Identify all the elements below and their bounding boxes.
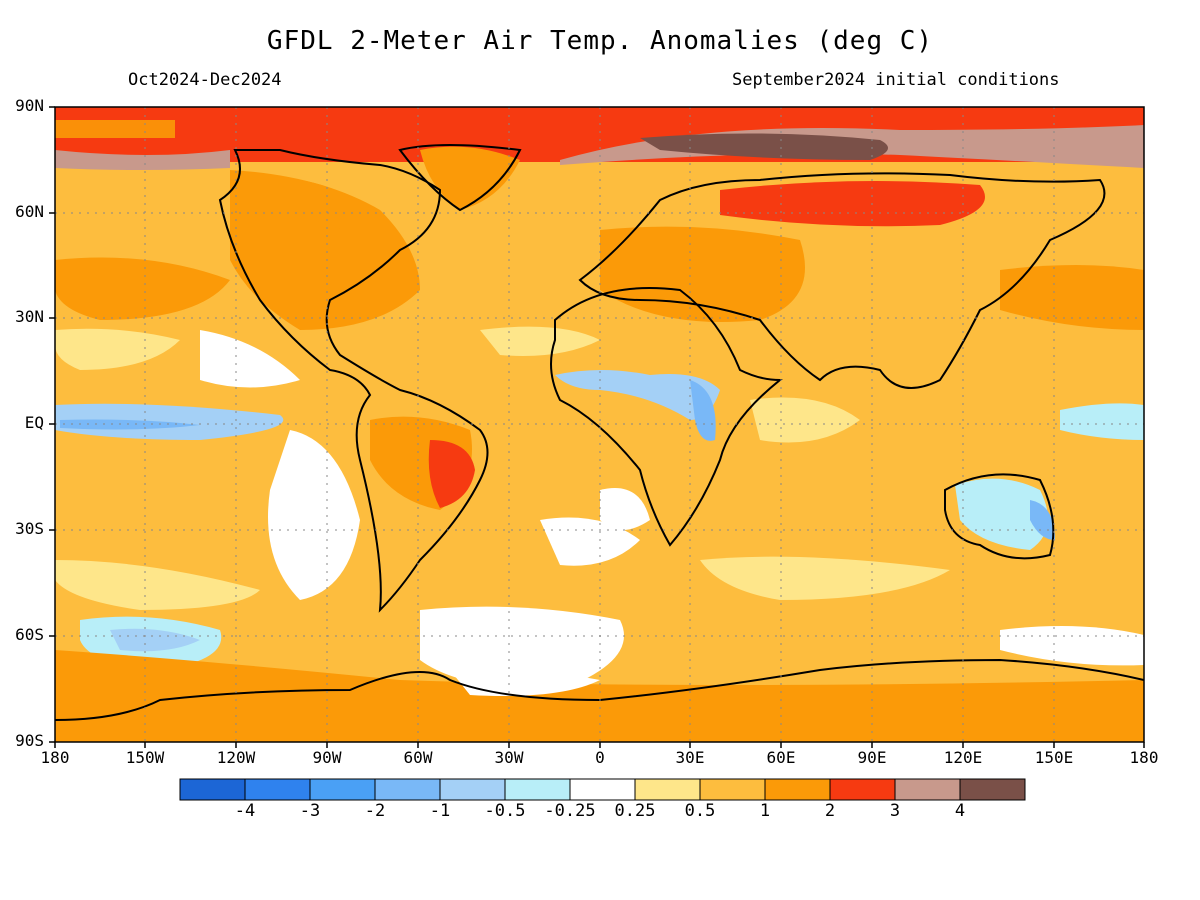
sahel-cool-area bbox=[555, 370, 720, 420]
lon-label: 150E bbox=[1034, 748, 1074, 767]
graticule bbox=[55, 107, 1144, 742]
colorbar-label: -1 bbox=[429, 801, 451, 821]
map-title: GFDL 2-Meter Air Temp. Anomalies (deg C) bbox=[266, 26, 934, 56]
lat-label: 30N bbox=[15, 307, 44, 326]
lon-label: 180 bbox=[1129, 748, 1159, 767]
colorbar-swatch bbox=[829, 778, 896, 801]
colorbar-swatch bbox=[374, 778, 441, 801]
east-pacific-neutral-area bbox=[268, 430, 360, 600]
colorbar-label: -3 bbox=[299, 801, 321, 821]
siberia-warm-area bbox=[720, 181, 985, 227]
colorbar-swatch bbox=[634, 778, 701, 801]
lon-label: 120W bbox=[216, 748, 256, 767]
colorbar bbox=[179, 778, 1026, 801]
colorbar-swatch bbox=[959, 778, 1026, 801]
colorbar-label: -0.25 bbox=[544, 801, 596, 821]
australia-cool-area bbox=[955, 478, 1048, 550]
colorbar-label: -4 bbox=[234, 801, 256, 821]
eurasia-warm-area bbox=[600, 226, 805, 322]
lat-label: 30S bbox=[15, 519, 44, 538]
lon-label: 60E bbox=[766, 748, 796, 767]
arctic-extreme-warm-area bbox=[640, 133, 888, 160]
lon-label: 180 bbox=[40, 748, 70, 767]
axis-ticks bbox=[49, 106, 1145, 748]
lon-label: 90E bbox=[857, 748, 887, 767]
colorbar-swatch bbox=[699, 778, 766, 801]
colorbar-label: 1 bbox=[759, 801, 771, 821]
colorbar-label: 0.25 bbox=[614, 801, 656, 821]
colorbar-swatch bbox=[309, 778, 376, 801]
colorbar-label: 4 bbox=[954, 801, 966, 821]
forecast-period: Oct2024-Dec2024 bbox=[128, 70, 282, 90]
arctic-strong-warm-west bbox=[55, 150, 230, 170]
lon-label: 30E bbox=[675, 748, 705, 767]
lon-label: 90W bbox=[312, 748, 342, 767]
initial-conditions: September2024 initial conditions bbox=[732, 70, 1060, 90]
lon-label: 30W bbox=[494, 748, 524, 767]
colorbar-swatch bbox=[504, 778, 571, 801]
colorbar-swatch bbox=[894, 778, 961, 801]
colorbar-swatch bbox=[244, 778, 311, 801]
colorbar-swatch bbox=[764, 778, 831, 801]
antarctic-warm-area bbox=[55, 650, 1144, 742]
colorbar-swatch bbox=[179, 778, 246, 801]
lat-label: 60S bbox=[15, 625, 44, 644]
lat-label: 90N bbox=[15, 96, 44, 115]
lat-label: 60N bbox=[15, 202, 44, 221]
lon-label: 60W bbox=[403, 748, 433, 767]
colorbar-label: 3 bbox=[889, 801, 901, 821]
colorbar-label: 2 bbox=[824, 801, 836, 821]
colorbar-label: 0.5 bbox=[684, 801, 716, 821]
colorbar-label: -0.5 bbox=[484, 801, 526, 821]
lat-label: EQ bbox=[24, 413, 44, 432]
north-america-warm-area bbox=[230, 170, 420, 330]
colorbar-swatch bbox=[439, 778, 506, 801]
brazil-hot-spot bbox=[428, 440, 475, 508]
equatorial-pacific-cool-area bbox=[55, 403, 284, 440]
lon-label: 0 bbox=[595, 748, 605, 767]
lon-label: 120E bbox=[943, 748, 983, 767]
coastlines bbox=[55, 144, 1144, 721]
lat-label: 90S bbox=[15, 731, 44, 750]
colorbar-swatch bbox=[569, 778, 636, 801]
lon-label: 150W bbox=[125, 748, 165, 767]
colorbar-label: -2 bbox=[364, 801, 386, 821]
